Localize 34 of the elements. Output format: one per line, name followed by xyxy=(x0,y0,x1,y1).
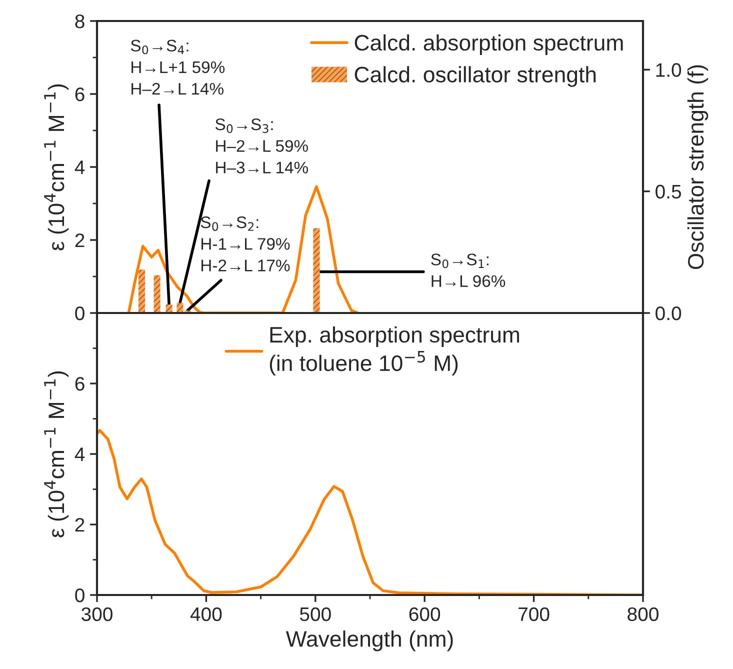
annotation: S$_{0}$→S$_{4}$: H→L+1 59% H–2→L 14% xyxy=(130,40,225,95)
x-tick-label: 700 xyxy=(518,607,550,622)
bar xyxy=(313,228,320,313)
bar xyxy=(154,275,160,313)
y2-axis-title: Oscillator strength (f) xyxy=(687,65,708,270)
y2-tick-label: 1.0 xyxy=(656,63,682,77)
annotation: S$_{0}$→S$_{1}$: H→L 96% xyxy=(431,254,506,288)
annotation: S$_{0}$→S$_{2}$: H-1→L 79% H-2→L 17% xyxy=(200,216,290,272)
x-tick-label: 600 xyxy=(409,607,440,622)
y-tick-label: 2 xyxy=(75,233,84,248)
y-tick-label: 2 xyxy=(75,518,84,532)
legend-label: Exp. absorption spectrum (in toluene 10$^{−5}$ M) xyxy=(270,326,520,376)
legend-label: Calcd. oscillator strength xyxy=(354,66,596,87)
bar xyxy=(176,302,184,313)
bar xyxy=(138,270,146,313)
y2-tick-label: 0.5 xyxy=(656,184,682,199)
x-tick-label: 800 xyxy=(628,607,658,622)
y-tick-label: 8 xyxy=(75,14,84,28)
y2-tick-label: 0.0 xyxy=(656,306,682,320)
x-tick-label: 500 xyxy=(300,607,331,622)
y-tick-label: 4 xyxy=(74,448,85,462)
y-tick-label: 0 xyxy=(75,588,84,602)
line-series xyxy=(127,185,360,313)
y-tick-label: 4 xyxy=(74,160,85,174)
y-axis-title: ε (10$^{4}$cm$^{−1}$ M$^{−1}$) xyxy=(44,84,69,250)
annotation: S$_{0}$→S$_{3}$: H–2→L 59% H–3→L 14% xyxy=(215,118,308,174)
y-tick-label: 6 xyxy=(75,87,84,102)
legend-label: Calcd. absorption spectrum xyxy=(354,34,623,56)
x-tick-label: 300 xyxy=(82,607,112,622)
y-tick-label: 0 xyxy=(75,306,84,320)
x-tick-label: 400 xyxy=(190,607,222,622)
y-tick-label: 6 xyxy=(75,376,84,391)
x-axis-title: Wavelength (nm) xyxy=(286,630,453,652)
y-axis-title: ε (10$^{4}$cm$^{−1}$ M$^{−1}$) xyxy=(44,371,69,538)
